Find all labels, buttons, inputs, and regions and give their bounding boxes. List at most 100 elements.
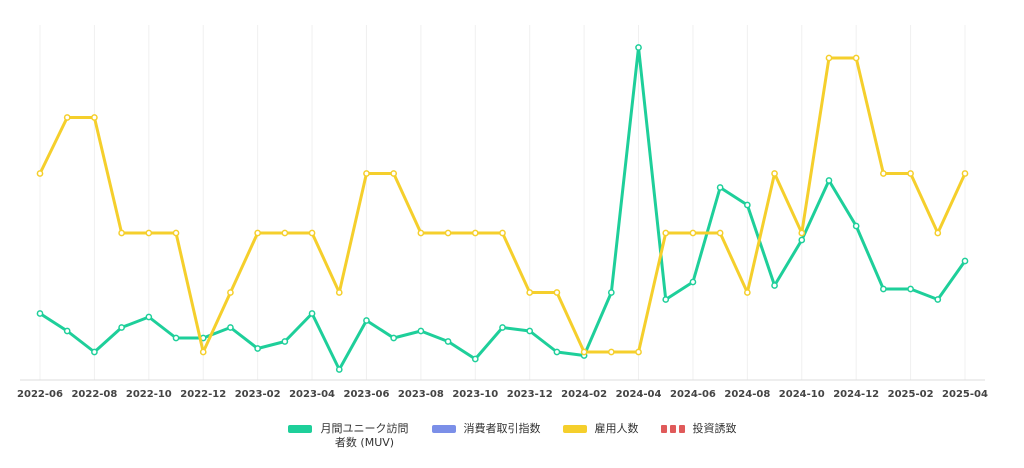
data-point (308, 310, 316, 317)
series-line (38, 56, 967, 354)
x-tick-label: 2023-04 (289, 389, 335, 400)
legend-swatch (660, 425, 685, 433)
data-point (716, 184, 724, 191)
legend-swatch (562, 425, 587, 433)
data-point (744, 289, 751, 296)
x-tick-label: 2025-02 (888, 389, 934, 400)
legend-swatch (287, 425, 312, 433)
data-point (281, 338, 289, 345)
legend-swatch (431, 425, 456, 433)
series-line (39, 46, 967, 371)
data-point (934, 296, 942, 303)
x-tick-label: 2022-12 (180, 389, 226, 400)
data-point (36, 170, 44, 177)
data-point (335, 366, 343, 373)
data-point (390, 170, 398, 177)
x-tick-label: 2024-02 (561, 389, 607, 400)
x-tick-label: 2023-12 (507, 389, 553, 400)
legend: 月間ユニーク訪問者数 (MUV) 消費者取引指数 雇用人数 投資誘致 (0, 422, 1024, 450)
data-point (961, 170, 969, 177)
x-tick-label: 2025-04 (942, 389, 988, 400)
data-point (91, 348, 98, 356)
data-point (526, 289, 534, 296)
data-point (880, 285, 887, 293)
data-point (199, 348, 207, 356)
x-tick-label: 2024-12 (833, 389, 879, 400)
data-point (499, 229, 506, 237)
data-point (662, 296, 670, 303)
legend-item[interactable]: 投資誘致 (660, 422, 737, 450)
data-point (417, 229, 425, 237)
data-point (907, 170, 914, 177)
x-tick-label: 2024-10 (779, 389, 825, 400)
legend-label: 雇用人数 (594, 422, 639, 435)
x-tick-label: 2023-02 (235, 389, 281, 400)
data-point (363, 170, 370, 177)
data-point (471, 355, 479, 363)
x-tick-label: 2022-08 (71, 389, 117, 400)
data-point (907, 285, 914, 293)
x-tick-label: 2022-06 (17, 389, 63, 400)
data-point (526, 327, 534, 335)
data-point (580, 348, 588, 356)
legend-label: 投資誘致 (692, 422, 737, 435)
legend-item[interactable]: 月間ユニーク訪問者数 (MUV) (287, 422, 410, 450)
data-point (254, 229, 261, 237)
data-point (689, 278, 697, 286)
data-point (716, 229, 724, 237)
data-point (689, 229, 697, 237)
data-point (36, 310, 44, 317)
data-point (254, 345, 261, 352)
legend-item[interactable]: 雇用人数 (562, 422, 639, 450)
data-point (744, 201, 751, 209)
data-point (607, 348, 615, 356)
data-point (417, 327, 425, 335)
legend-label: 月間ユニーク訪問者数 (MUV) (320, 422, 409, 449)
data-point (852, 222, 860, 230)
data-point (553, 289, 561, 296)
legend-label: 消費者取引指数 (463, 422, 541, 435)
data-point (798, 236, 806, 244)
data-point (145, 313, 153, 321)
data-point (172, 334, 180, 342)
data-point (553, 348, 561, 356)
data-point (172, 229, 180, 237)
data-point (227, 289, 234, 296)
data-point (118, 229, 125, 237)
data-point (635, 348, 642, 356)
x-tick-label: 2023-10 (452, 389, 498, 400)
data-point (227, 324, 234, 331)
data-point (934, 229, 942, 237)
data-point (771, 170, 778, 177)
data-point (852, 54, 860, 62)
x-tick-label: 2024-08 (724, 389, 770, 400)
x-tick-label: 2023-06 (344, 389, 390, 400)
data-point (145, 229, 153, 237)
data-point (825, 54, 833, 62)
legend-item[interactable]: 消費者取引指数 (431, 422, 541, 450)
data-point (471, 229, 479, 237)
x-tick-label: 2024-04 (616, 389, 662, 400)
data-point (961, 257, 969, 265)
data-point (308, 229, 316, 237)
data-point (281, 229, 289, 237)
x-tick-label: 2024-06 (670, 389, 716, 400)
data-point (63, 114, 71, 121)
data-point (444, 229, 452, 237)
data-point (771, 282, 778, 289)
data-point (607, 289, 615, 296)
data-point (63, 327, 71, 335)
data-point (390, 334, 398, 342)
data-point (635, 44, 642, 51)
chart: 2022-06 2022-08 2022-10 2022-12 2023-02 2023-… (17, 25, 988, 400)
data-point (91, 114, 98, 121)
x-tick-label: 2023-08 (398, 389, 444, 400)
data-point (444, 338, 452, 345)
data-point (499, 324, 506, 331)
data-point (662, 229, 670, 237)
data-point (825, 177, 833, 184)
data-point (798, 229, 806, 237)
data-point (118, 324, 125, 331)
data-point (335, 289, 343, 296)
